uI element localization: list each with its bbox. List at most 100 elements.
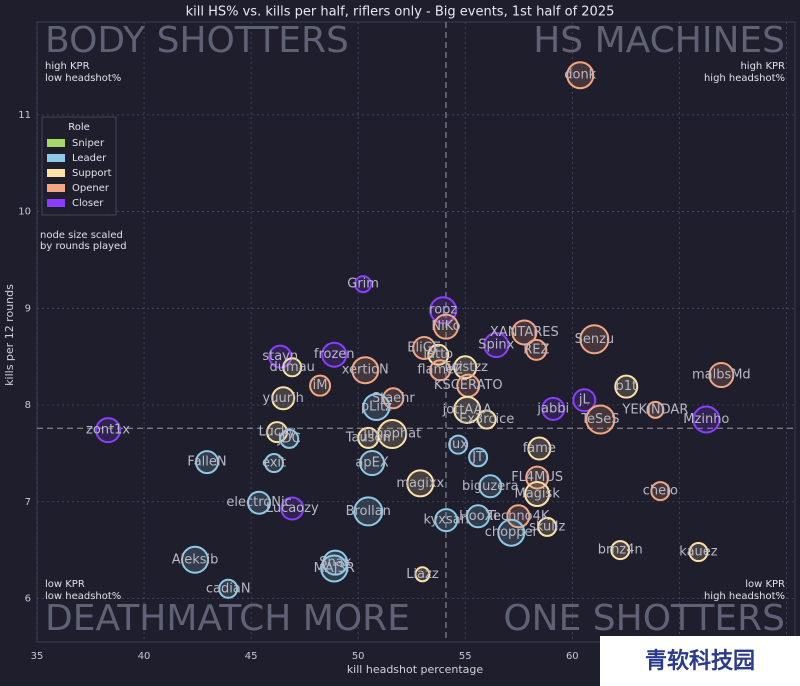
player-label: jottAAA — [442, 402, 492, 417]
player-node — [218, 578, 239, 599]
player-node — [271, 386, 296, 411]
legend: Role Sniper Leader Support Opener Closer — [41, 116, 117, 216]
player-label: flameZ — [417, 363, 463, 378]
legend-swatch — [47, 199, 65, 207]
player-label: brnz4n — [598, 543, 643, 558]
player-label: skullz — [529, 519, 565, 534]
legend-label: Closer — [72, 198, 104, 209]
player-label: Tauson — [345, 430, 391, 445]
chart-title: kill HS% vs. kills per half, riflers onl… — [186, 5, 615, 20]
player-label: kauez — [679, 545, 718, 560]
player-label: donk — [564, 68, 596, 83]
player-node — [181, 545, 210, 574]
player-label: ropz — [429, 303, 457, 318]
player-label: biguzera — [462, 479, 519, 494]
quadrant-note: high KPR — [740, 61, 785, 72]
player-node — [610, 540, 631, 561]
y-tick-label: 10 — [18, 207, 31, 218]
player-label: JDC — [277, 431, 301, 446]
player-node — [483, 332, 510, 359]
player-node — [466, 504, 491, 529]
y-tick-label: 9 — [25, 303, 31, 314]
player-label: Brollan — [346, 504, 391, 519]
player-label: NiKo — [431, 319, 460, 334]
player-label: TeSeS — [580, 412, 619, 427]
legend-box — [41, 116, 117, 216]
y-tick-label: 7 — [25, 497, 31, 508]
quadrant-note: low KPR — [45, 579, 85, 590]
legend-label: Support — [72, 168, 112, 179]
player-label: b1t — [615, 379, 637, 394]
watermark: 青软科技园 — [645, 648, 755, 674]
player-node — [566, 61, 595, 90]
player-label: iM — [313, 378, 328, 393]
player-node — [511, 319, 538, 346]
player-node — [537, 516, 558, 537]
legend-swatch — [47, 139, 65, 147]
quadrant-title: HS MACHINES — [533, 20, 785, 61]
x-tick-label: 45 — [245, 651, 258, 662]
player-label: pLitz — [361, 399, 392, 414]
player-label: Techno4K — [486, 509, 550, 524]
legend-swatch — [47, 169, 65, 177]
player-node — [541, 396, 566, 421]
player-node — [708, 362, 735, 389]
player-label: fame — [523, 441, 556, 456]
player-node — [688, 542, 709, 563]
player-label: apEX — [355, 456, 388, 471]
player-node — [448, 434, 469, 455]
player-node — [429, 296, 458, 325]
player-node — [524, 481, 551, 508]
player-node — [476, 409, 497, 430]
player-node — [247, 490, 272, 515]
player-label: jL — [578, 393, 591, 408]
size-note: by rounds played — [40, 241, 127, 252]
quadrant-note: low headshot% — [45, 73, 121, 84]
player-label: Lucaozy — [266, 501, 319, 516]
player-node — [353, 496, 384, 527]
player-node — [429, 359, 452, 382]
player-label: lux — [448, 437, 468, 452]
player-node — [309, 374, 332, 397]
legend-swatch — [47, 184, 65, 192]
y-tick-label: 11 — [18, 110, 31, 121]
player-label: frozen — [314, 347, 355, 362]
player-node — [266, 421, 289, 444]
player-node — [351, 356, 380, 385]
player-node — [646, 400, 665, 419]
player-node — [406, 469, 435, 498]
player-label: cadiaN — [206, 581, 251, 596]
player-label: Aleksib — [172, 552, 219, 567]
player-node — [525, 338, 548, 361]
player-node — [279, 428, 300, 449]
player-label: malbsMd — [692, 368, 751, 383]
quadrant-note: high headshot% — [704, 73, 785, 84]
player-node — [362, 392, 391, 421]
player-label: Ex3rcice — [459, 412, 514, 427]
player-node — [320, 554, 349, 583]
player-label: chopper — [485, 525, 539, 540]
quadrant-title: ONE SHOTTERS — [503, 598, 785, 639]
size-note: node size scaled — [40, 230, 123, 241]
player-node — [506, 504, 531, 529]
player-label: EliGE — [407, 340, 441, 355]
player-label: latto — [423, 347, 453, 362]
player-label: kyxsan — [423, 513, 468, 528]
player-node — [432, 313, 459, 340]
player-node — [572, 388, 597, 413]
player-node — [527, 436, 552, 461]
player-node — [282, 357, 303, 378]
quadrant-note: low headshot% — [45, 591, 121, 602]
legend-label: Opener — [72, 183, 110, 194]
player-node — [264, 453, 285, 474]
player-label: Spinx — [478, 338, 514, 353]
player-node — [614, 374, 639, 399]
player-label: xertioN — [342, 363, 389, 378]
player-node — [453, 355, 478, 380]
player-node — [585, 404, 616, 435]
player-node — [95, 417, 122, 444]
quadrant-note: high headshot% — [704, 591, 785, 602]
player-node — [579, 324, 610, 355]
